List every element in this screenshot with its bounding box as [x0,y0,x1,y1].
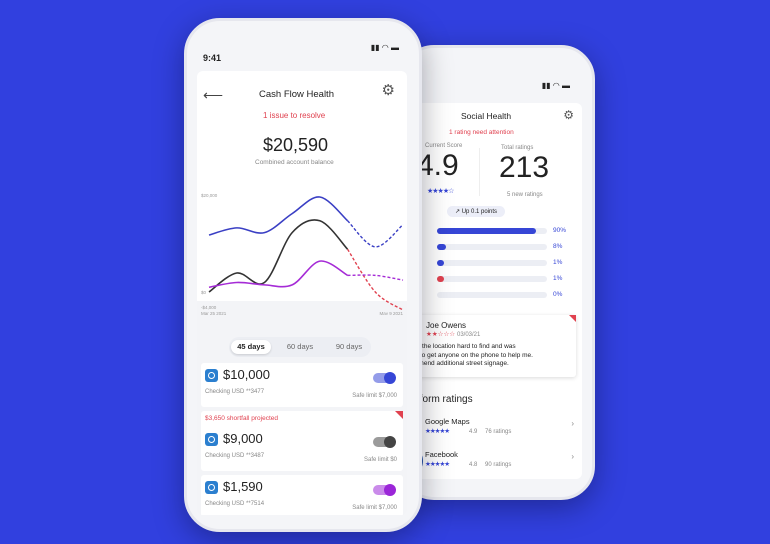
shortfall-warning: $3,650 shortfall projected [205,415,278,422]
back-arrow-icon[interactable]: ⟵ [203,87,224,103]
rating-percent: 90% [553,227,567,234]
review-text: nd the location hard to find and was le t… [417,343,533,367]
total-label: Total ratings [501,145,534,151]
combined-balance: $20,590 [263,135,329,155]
platform-name: Facebook [425,450,458,459]
account-toggle[interactable] [373,372,396,384]
platform-stars: ★★★★★ [425,428,450,435]
gear-icon[interactable]: ⚙ [381,82,395,99]
divider [479,148,480,196]
tab-45-days[interactable]: 45 days [231,340,271,354]
platform-count: 90 ratings [485,462,512,468]
account-amount: $10,000 [223,367,270,382]
chevron-right-icon: › [571,419,574,428]
account-toggle[interactable] [373,484,396,496]
series-projection [347,220,404,248]
series-line [208,196,349,236]
series-line [208,260,348,289]
score-label: Current Score [425,143,463,149]
review-stars: ★★☆☆☆ [426,331,456,338]
status-icons: ▮▮ ◠ ▬ [541,81,570,90]
rating-percent: 0% [553,291,563,298]
review-date: 03/03/21 [457,332,481,338]
platform-stars: ★★★★★ [425,461,450,468]
cash-flow-screen: ⟵ Cash Flow Health ⚙ 1 issue to resolve … [197,71,407,515]
new-ratings: 5 new ratings [507,192,543,198]
rating-bar-fill [437,276,444,282]
cash-flow-phone: 9:41 ▮▮ ◠ ▬ ⟵ Cash Flow Health ⚙ 1 issue… [184,18,422,532]
social-health-phone: ▮▮ ◠ ▬ Social Health ⚙ 1 rating need att… [400,45,595,500]
series-projection [347,274,404,281]
safe-limit: Safe limit $7,000 [352,393,397,399]
status-time: 9:41 [203,53,222,63]
bank-icon [205,481,218,494]
account-amount: $9,000 [223,431,263,446]
account-toggle[interactable] [373,436,396,448]
header-panel [197,71,407,301]
rating-bar-fill [437,244,446,250]
account-label: Checking USD **7514 [205,501,265,507]
rating-bar-fill [437,228,536,234]
flag-icon [395,411,403,419]
safe-limit: Safe limit $7,000 [352,505,397,511]
rating-percent: 1% [553,275,563,282]
account-label: Checking USD **3487 [205,453,265,459]
account-amount: $1,590 [223,479,263,494]
y-tick-label: $20,000 [201,193,218,198]
chevron-right-icon: › [571,452,574,461]
platform-google-maps[interactable]: Google Maps ★★★★★ 4.9 76 ratings › [417,413,582,447]
y-tick-label: -$4,000 [201,305,217,310]
period-selector: 45 days 60 days 90 days [229,337,371,357]
platform-facebook[interactable]: Facebook ★★★★★ 4.8 90 ratings › [417,446,582,479]
review-card[interactable]: Joe Owens ★★☆☆☆ 03/03/21 nd the location… [417,315,576,377]
tab-90-days[interactable]: 90 days [335,342,363,351]
rating-bar [437,292,547,298]
flag-icon [569,315,576,322]
x-start-label: Mar 25 2021 [201,311,227,315]
y-tick-label: $0 [201,290,207,295]
account-card[interactable]: $1,590 Checking USD **7514 Safe limit $7… [201,475,403,515]
platform-name: Google Maps [425,417,470,426]
page-title: Social Health [461,111,512,121]
alert-text: 1 rating need attention [449,129,514,136]
trend-badge: ↗ Up 0.1 points [447,206,506,217]
total-ratings: 213 [499,151,550,184]
x-end-label: May 9 2021 [379,311,403,315]
rating-bar [437,228,547,234]
account-card[interactable]: $3,650 shortfall projected $9,000 Checki… [201,411,403,471]
rating-bar-fill [437,260,444,266]
gear-icon[interactable]: ⚙ [563,108,574,122]
series-line [208,219,349,293]
platform-score: 4.9 [469,429,478,435]
safe-limit: Safe limit $0 [363,457,397,463]
rating-percent: 8% [553,243,563,250]
bank-icon [205,433,218,446]
page-title: Cash Flow Health [259,89,334,100]
rating-percent: 1% [553,259,563,266]
alert-text: 1 issue to resolve [263,111,326,120]
platform-count: 76 ratings [485,429,512,435]
bank-icon [205,369,218,382]
account-label: Checking USD **3477 [205,389,265,395]
social-health-screen: Social Health ⚙ 1 rating need attention … [417,103,582,479]
rating-bar [437,260,547,266]
balance-label: Combined account balance [255,159,334,166]
reviewer-name: Joe Owens [426,321,467,330]
current-score: 4.9 [417,149,459,182]
status-icons: ▮▮ ◠ ▬ [370,43,399,52]
tab-60-days[interactable]: 60 days [286,342,314,351]
rating-bar [437,276,547,282]
score-stars: ★★★★☆ [427,188,454,195]
series-projection [346,248,404,311]
platform-score: 4.8 [469,462,478,468]
platform-ratings-heading: tform ratings [417,394,473,405]
rating-bar [437,244,547,250]
account-card[interactable]: $10,000 Checking USD **3477 Safe limit $… [201,363,403,407]
